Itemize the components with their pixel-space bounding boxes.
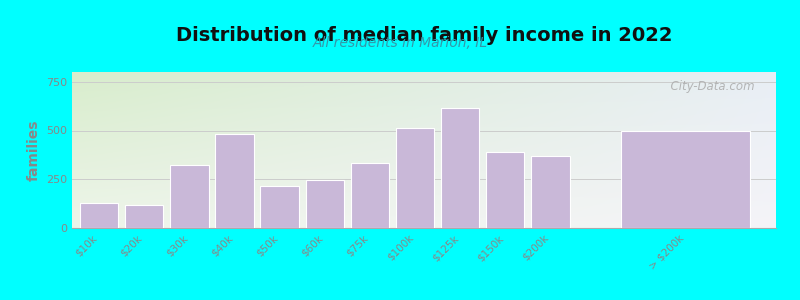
Y-axis label: families: families bbox=[26, 119, 41, 181]
Bar bbox=[125, 205, 163, 228]
Bar bbox=[396, 128, 434, 228]
Bar bbox=[306, 180, 344, 228]
Bar bbox=[531, 156, 570, 228]
Bar bbox=[215, 134, 254, 228]
Bar bbox=[622, 131, 750, 228]
Title: Distribution of median family income in 2022: Distribution of median family income in … bbox=[176, 26, 672, 45]
Bar bbox=[441, 108, 479, 228]
Bar bbox=[350, 163, 389, 228]
Bar bbox=[80, 203, 118, 228]
Bar bbox=[486, 152, 525, 228]
Text: City-Data.com: City-Data.com bbox=[663, 80, 755, 93]
Text: All residents in Marion, IL: All residents in Marion, IL bbox=[313, 36, 487, 50]
Bar bbox=[170, 165, 209, 228]
Bar bbox=[261, 186, 298, 228]
